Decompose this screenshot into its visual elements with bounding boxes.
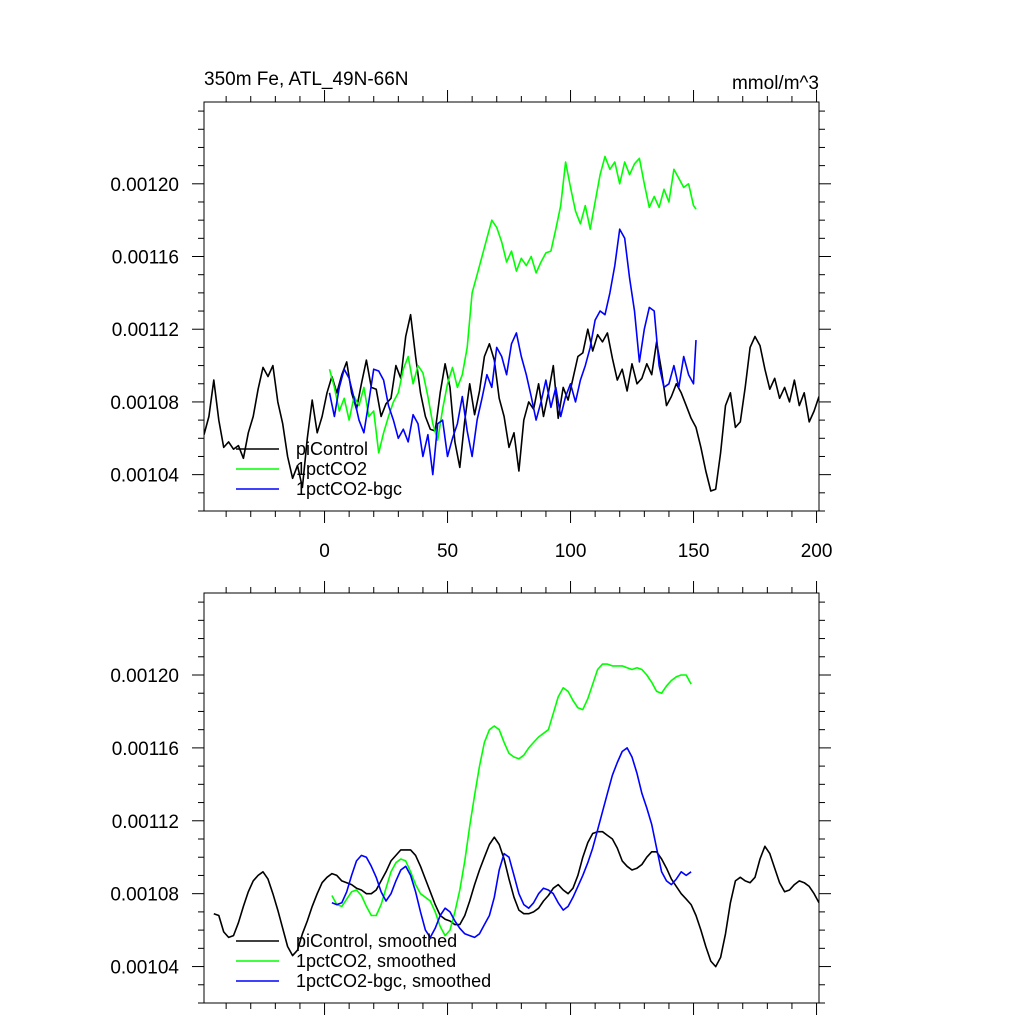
series-line (204, 313, 819, 492)
bottom-panel: 0.00104 0.00108 0.00112 0.00116 0.00120 piCon… (110, 581, 831, 1015)
plot-frame (203, 592, 820, 1004)
y-tick-label: 0.00108 (110, 885, 179, 906)
y-tick-label: 0.00120 (110, 175, 179, 196)
legend-label: 1pctCO2-bgc (296, 479, 402, 499)
chart-title: 350m Fe, ATL_49N-66N (204, 69, 409, 90)
x-tick-label: 150 (678, 541, 710, 562)
legend-label: 1pctCO2 (296, 459, 367, 479)
series-line (213, 830, 819, 968)
y-tick-label: 0.00112 (112, 320, 179, 341)
y-tick-label: 0.00104 (110, 466, 179, 487)
units-label: mmol/m^3 (732, 73, 819, 94)
y-tick-label: 0.00116 (112, 248, 179, 269)
y-tick-label: 0.00108 (110, 393, 179, 414)
series-line (328, 228, 697, 476)
series-line (331, 747, 692, 939)
x-tick-label: 0 (319, 541, 330, 562)
y-tick-label: 0.00116 (112, 739, 179, 760)
x-tick-label: 100 (555, 541, 587, 562)
y-tick-label: 0.00112 (112, 812, 179, 833)
series-line (331, 663, 692, 937)
legend-label: piControl, smoothed (296, 931, 457, 951)
x-tick-label: 200 (801, 541, 833, 562)
top-panel: 0 50 100 150 200 0.00104 0.00108 0.00112 0.00116… (110, 90, 832, 562)
legend-label: piControl (296, 439, 368, 459)
legend-label: 1pctCO2, smoothed (296, 951, 456, 971)
y-tick-label: 0.00120 (110, 666, 179, 687)
legend-label: 1pctCO2-bgc, smoothed (296, 971, 491, 991)
x-tick-label: 50 (437, 541, 458, 562)
series-line (328, 155, 697, 454)
y-tick-label: 0.00104 (110, 958, 179, 979)
plot-frame (203, 101, 820, 512)
